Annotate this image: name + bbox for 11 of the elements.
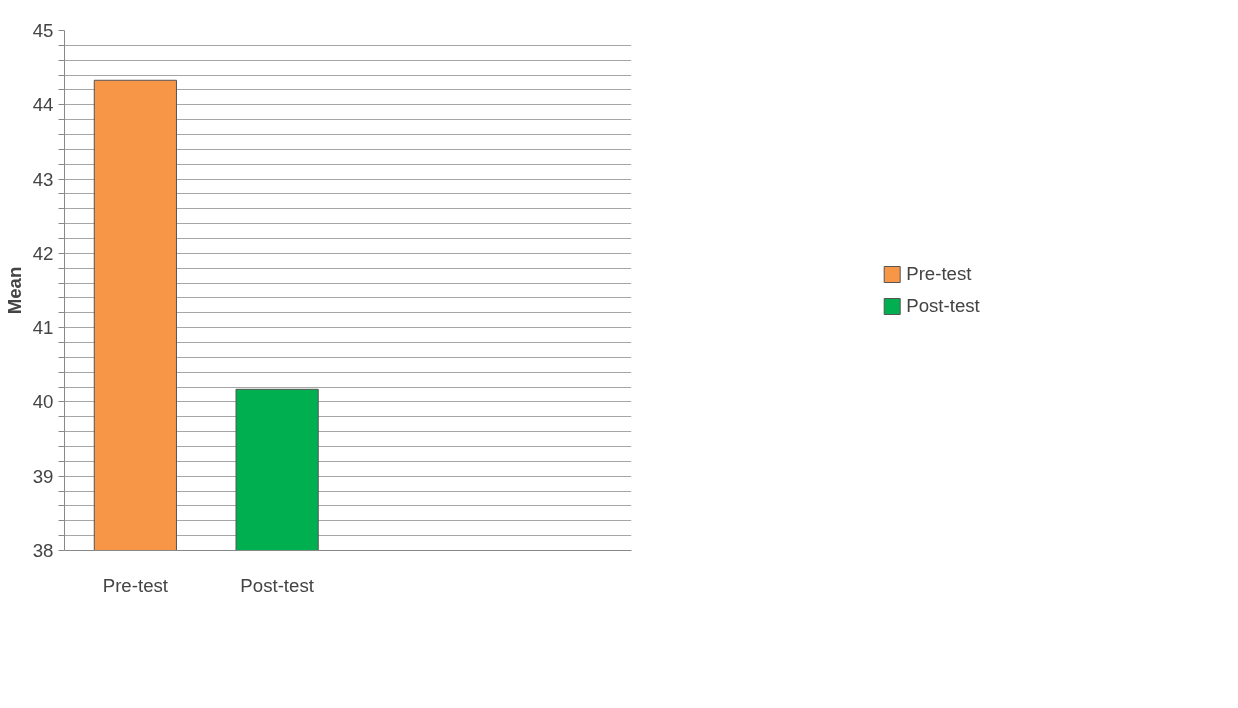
- y-tick-label: 40: [32, 391, 54, 413]
- y-tick-label: 38: [32, 540, 54, 561]
- y-tick-label: 41: [32, 317, 54, 339]
- legend-label: Pre-test: [906, 263, 972, 285]
- y-axis-title: Mean: [3, 266, 25, 315]
- y-tick-label: 39: [32, 465, 54, 487]
- y-tick-label: 42: [32, 242, 54, 264]
- y-tick-label: 45: [32, 20, 54, 41]
- legend-label: Post-test: [906, 295, 980, 317]
- y-tick-label: 43: [32, 168, 54, 190]
- y-tick-label: 44: [32, 94, 54, 116]
